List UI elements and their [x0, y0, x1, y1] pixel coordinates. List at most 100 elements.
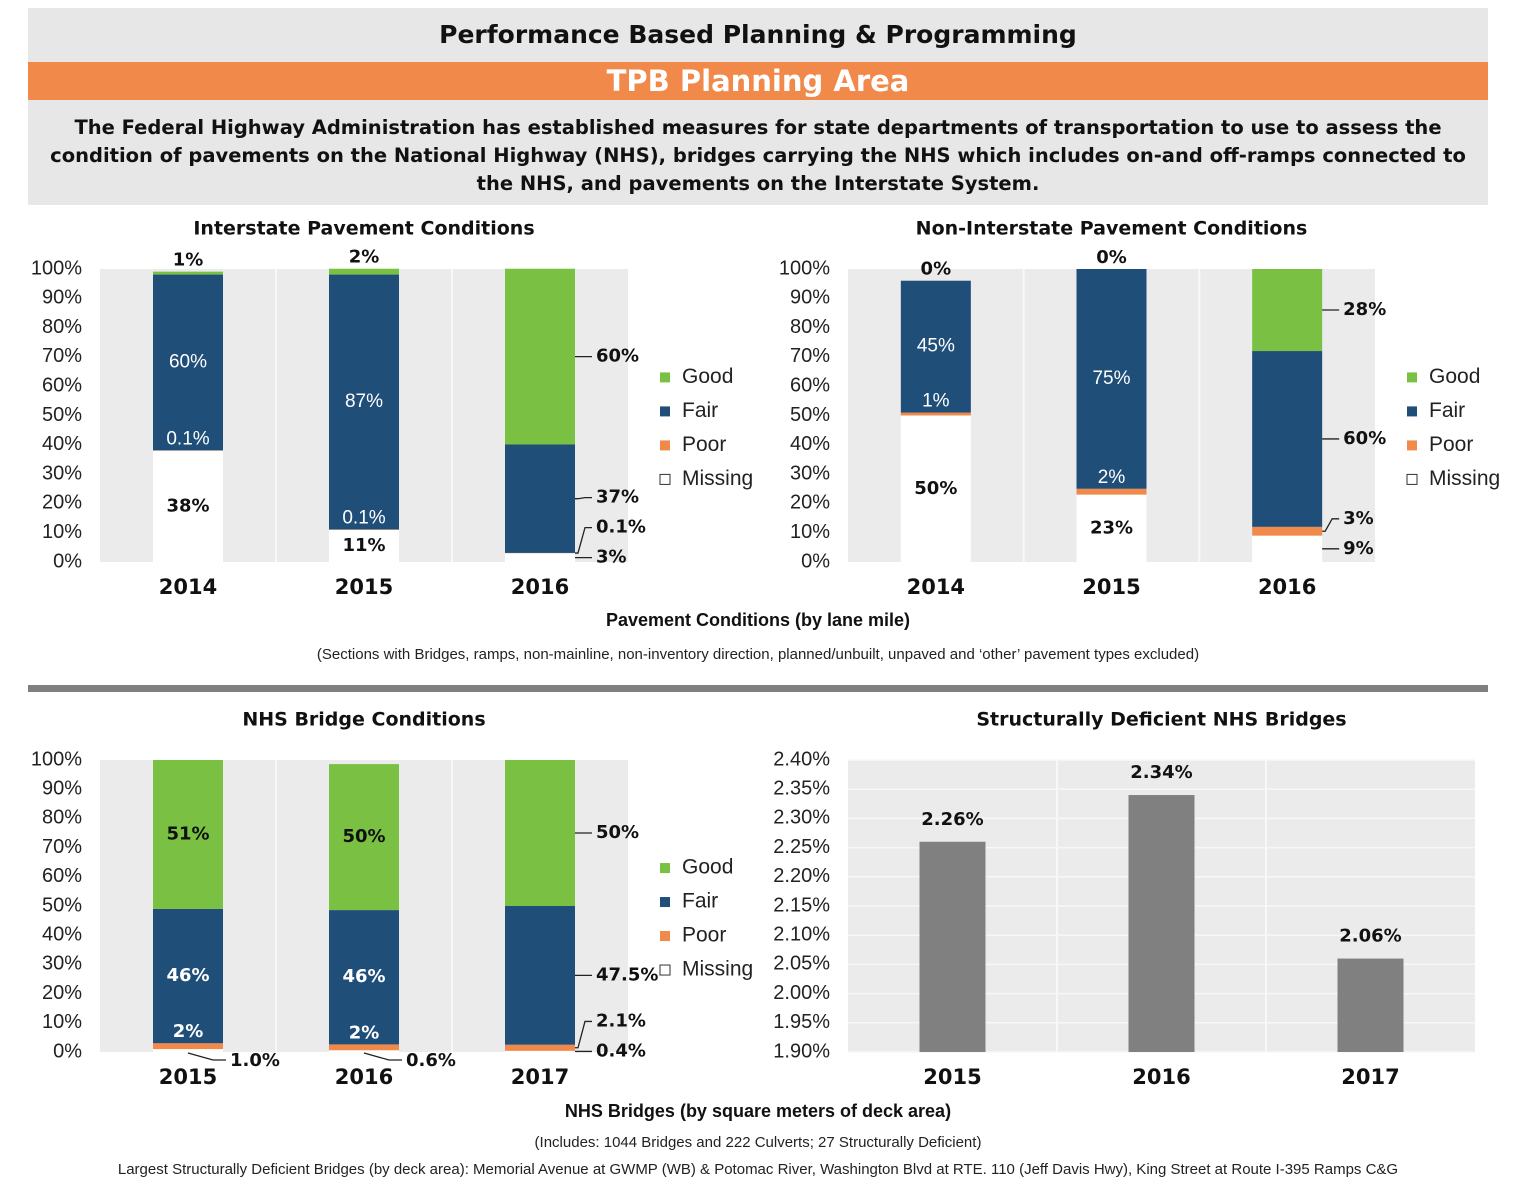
data-label: 28% — [1343, 299, 1386, 320]
bar-segment — [329, 1050, 399, 1052]
bar-segment — [329, 764, 399, 911]
data-label: 38% — [166, 495, 209, 516]
y-tick-label: 90% — [790, 287, 830, 309]
legend-swatch — [660, 406, 670, 417]
legend-label: Good — [682, 365, 733, 388]
y-tick-label: 2.20% — [773, 865, 830, 887]
y-tick-label: 1.90% — [773, 1040, 830, 1062]
data-label: 0% — [1096, 247, 1127, 268]
y-tick-label: 40% — [42, 923, 82, 945]
y-tick-label: 50% — [42, 404, 82, 426]
data-label: 1% — [173, 250, 204, 271]
data-label: 87% — [345, 391, 383, 412]
bar-segment — [505, 268, 575, 445]
bar-segment — [505, 760, 575, 906]
leader-line — [575, 496, 592, 500]
x-tick-label: 2014 — [159, 575, 217, 599]
y-tick-label: 40% — [42, 433, 82, 455]
y-tick-label: 60% — [42, 374, 82, 396]
legend-label: Good — [1429, 365, 1480, 388]
data-label: 0.4% — [596, 1040, 646, 1061]
bar-segment — [329, 274, 399, 530]
y-tick-label: 2.30% — [773, 807, 830, 829]
bar-segment — [1076, 488, 1147, 495]
header-banner: TPB Planning Area — [28, 62, 1488, 100]
data-label: 1% — [922, 391, 950, 412]
y-tick-label: 2.10% — [773, 923, 830, 945]
legend-label: Missing — [682, 467, 753, 490]
data-label: 3% — [596, 547, 627, 568]
bar-segment — [1076, 494, 1147, 562]
y-tick-label: 0% — [53, 1040, 82, 1062]
data-label: 2.34% — [1130, 762, 1192, 783]
y-tick-label: 60% — [790, 374, 830, 396]
x-tick-label: 2015 — [159, 1065, 217, 1089]
y-tick-label: 0% — [53, 550, 82, 572]
chart-title: Interstate Pavement Conditions — [193, 218, 534, 240]
data-label: 3% — [1343, 508, 1374, 529]
bar — [1337, 958, 1404, 1052]
data-label: 46% — [166, 965, 209, 986]
data-label: 9% — [1343, 538, 1374, 559]
leader-line — [187, 1052, 226, 1061]
leader-line — [1322, 518, 1340, 532]
bar-segment — [153, 908, 223, 1044]
data-label: 37% — [596, 487, 639, 508]
legend-swatch — [1407, 440, 1417, 451]
data-label: 0.1% — [342, 507, 385, 528]
data-label: 60% — [1343, 428, 1386, 449]
bar-segment — [505, 1044, 575, 1051]
data-label: 0.1% — [166, 428, 209, 449]
bar-segment — [1076, 269, 1147, 489]
data-label: 2.06% — [1339, 926, 1401, 947]
data-label: 47.5% — [596, 964, 658, 985]
x-tick-label: 2016 — [511, 575, 569, 599]
data-label: 45% — [917, 336, 955, 357]
legend-swatch — [659, 964, 671, 976]
bar-segment — [329, 529, 399, 562]
axis-title: NHS Bridges (by square meters of deck ar… — [565, 1101, 951, 1121]
header: Performance Based Planning & Programming… — [28, 8, 1488, 205]
legend-swatch — [1407, 372, 1417, 383]
data-label: 2% — [349, 1022, 380, 1043]
data-label: 23% — [1090, 517, 1133, 538]
y-tick-label: 100% — [31, 748, 82, 770]
legend-swatch — [1406, 473, 1418, 485]
data-label: 2% — [173, 1021, 204, 1042]
legend-swatch — [660, 897, 670, 908]
y-tick-label: 2.25% — [773, 836, 830, 858]
y-tick-label: 50% — [42, 894, 82, 916]
data-label: 2% — [349, 247, 380, 268]
bar-segment — [153, 271, 223, 275]
bar-segment — [329, 1044, 399, 1051]
y-tick-label: 30% — [42, 462, 82, 484]
data-label: 0.1% — [596, 517, 646, 538]
y-tick-label: 30% — [790, 462, 830, 484]
x-tick-label: 2016 — [335, 1065, 393, 1089]
data-label: 60% — [169, 351, 207, 372]
y-tick-label: 30% — [42, 953, 82, 975]
data-label: 1.0% — [230, 1050, 280, 1071]
y-tick-label: 0% — [801, 550, 830, 572]
data-label: 50% — [914, 478, 957, 499]
y-tick-label: 60% — [42, 865, 82, 887]
x-tick-label: 2015 — [923, 1065, 981, 1089]
y-tick-label: 10% — [42, 1011, 82, 1033]
x-tick-label: 2014 — [907, 575, 965, 599]
bar-segment — [505, 553, 575, 562]
legend-swatch — [1407, 406, 1417, 417]
chart-title: Non-Interstate Pavement Conditions — [916, 218, 1308, 240]
y-tick-label: 1.95% — [773, 1011, 830, 1033]
y-tick-label: 80% — [42, 807, 82, 829]
bar — [919, 841, 986, 1052]
note: (Includes: 1044 Bridges and 222 Culverts… — [535, 1134, 982, 1151]
legend-label: Poor — [682, 924, 726, 947]
y-tick-label: 80% — [790, 316, 830, 338]
axis-title: Pavement Conditions (by lane mile) — [606, 610, 910, 630]
y-tick-label: 50% — [790, 404, 830, 426]
bar-segment — [329, 268, 399, 275]
x-tick-label: 2017 — [511, 1065, 569, 1089]
y-tick-label: 2.35% — [773, 777, 830, 799]
divider — [28, 685, 1488, 692]
